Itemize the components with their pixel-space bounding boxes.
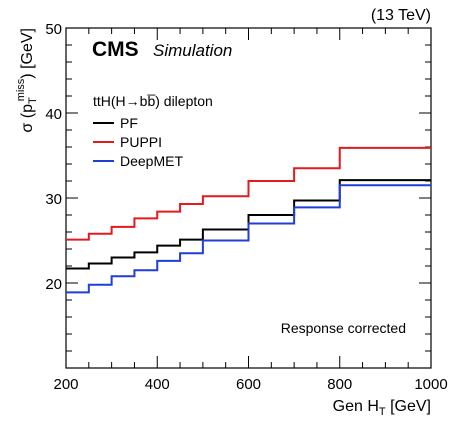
y-tick-label: 40 (45, 106, 62, 123)
process-label: ttH(H→bb̅) dilepton (93, 93, 213, 109)
tick-labels: 200 400 600 800 1000 20 30 40 50 (45, 21, 447, 393)
legend: PF PUPPI DeepMET (93, 115, 183, 169)
energy-label: (13 TeV) (371, 7, 431, 24)
experiment-label: CMS (92, 38, 139, 61)
y-tick-label: 50 (45, 21, 62, 38)
x-tick-label: 200 (53, 376, 78, 393)
x-tick-label: 400 (145, 376, 170, 393)
y-tick-label: 20 (45, 276, 62, 293)
legend-label-pf: PF (120, 115, 138, 131)
series-line-puppi (66, 146, 431, 241)
x-tick-label: 800 (327, 376, 352, 393)
x-tick-label: 1000 (414, 376, 447, 393)
status-label: Simulation (153, 41, 232, 60)
legend-label-deepmet: DeepMET (120, 153, 183, 169)
series-lines (66, 146, 431, 294)
x-tick-label: 600 (236, 376, 261, 393)
axis-ticks (65, 27, 432, 369)
y-tick-label: 30 (45, 191, 62, 208)
series-line-pf (66, 179, 431, 270)
x-axis-label: Gen HT [GeV] (333, 398, 431, 418)
y-axis-label: σ (pTmiss) [GeV] (15, 28, 39, 133)
legend-label-puppi: PUPPI (120, 134, 162, 150)
series-line-deepmet (66, 184, 431, 294)
plot-frame (65, 27, 432, 369)
annotation: Response corrected (281, 320, 406, 336)
